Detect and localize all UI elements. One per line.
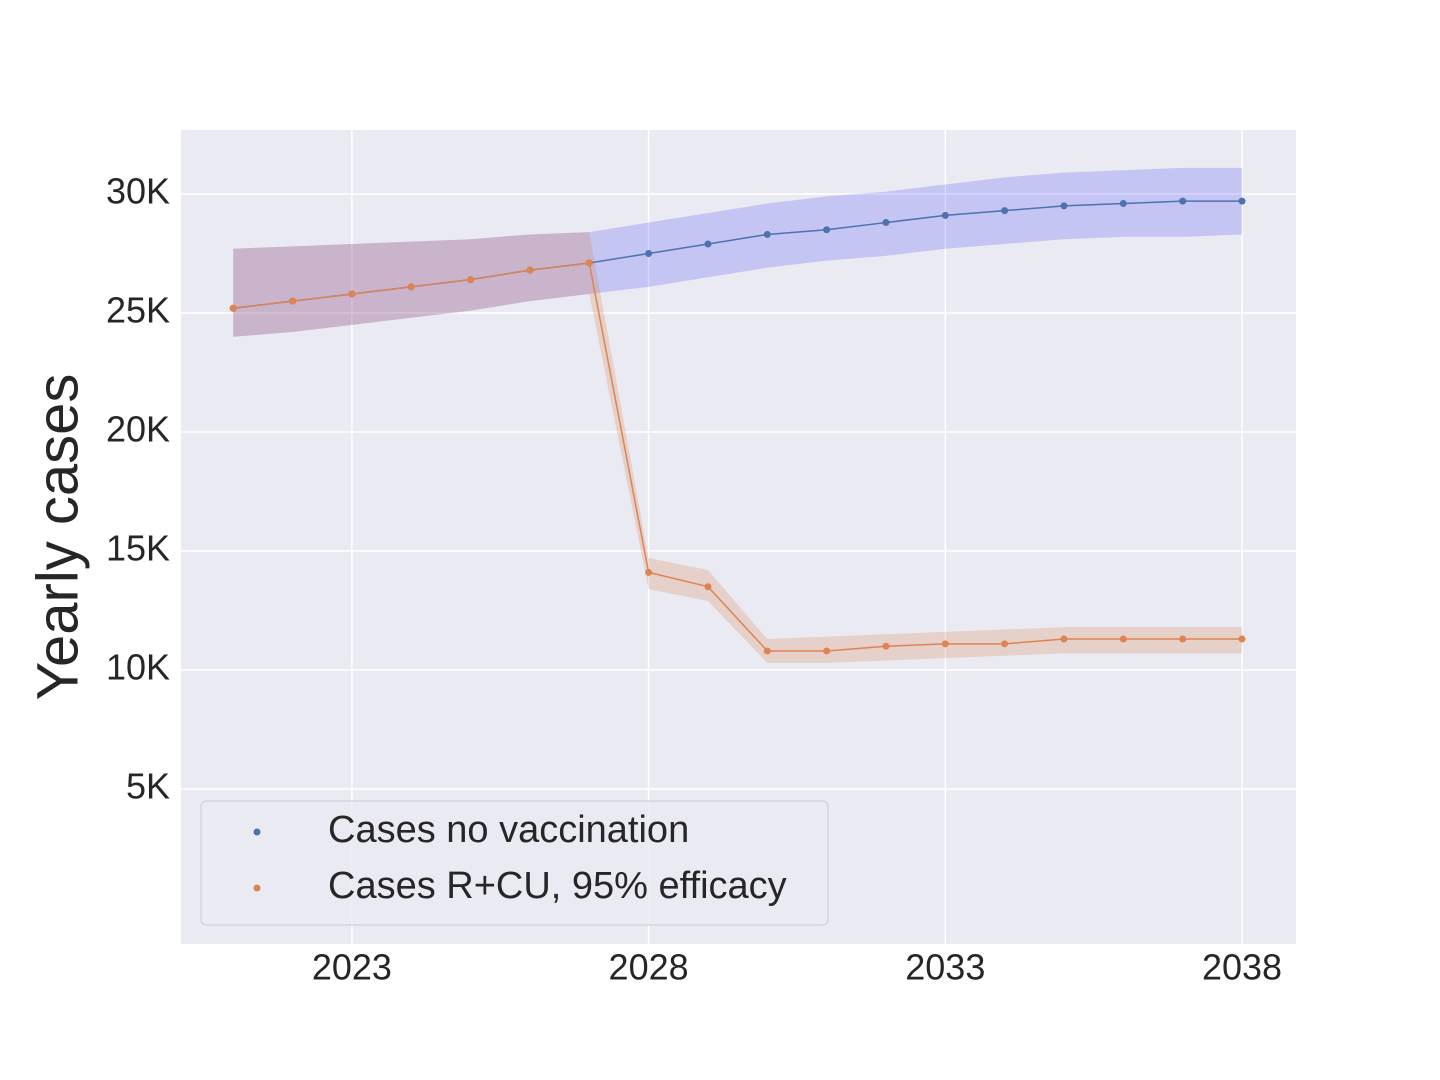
point [1060,202,1068,210]
confidence-band [233,167,1243,337]
legend: Cases no vaccination Cases R+CU, 95% effi… [200,800,829,926]
point [1238,197,1246,205]
point [1001,640,1009,648]
y-tick-label: 25K [106,290,170,331]
legend-marker [253,828,261,836]
legend-label: Cases no vaccination [328,809,689,851]
x-tick-label: 2038 [1202,947,1282,988]
point [1179,197,1187,205]
y-tick-label: 20K [106,409,170,450]
y-tick-label: 15K [106,528,170,569]
y-tick-label: 5K [126,766,170,807]
point [763,647,771,655]
point [526,266,534,274]
point [1119,635,1127,643]
point [348,290,356,298]
point [823,647,831,655]
point [1238,635,1246,643]
point [645,568,653,576]
point [229,304,237,312]
point [763,230,771,238]
y-axis-label: Yearly cases [25,374,90,701]
point [1001,207,1009,215]
point [941,640,949,648]
y-tick-label: 10K [106,647,170,688]
x-tick-label: 2023 [312,947,392,988]
x-tick-label: 2033 [905,947,985,988]
confidence-band [233,232,1243,663]
point [1119,200,1127,208]
point [704,240,712,248]
point [645,249,653,257]
point [407,283,415,291]
point [882,219,890,227]
x-tick-label: 2028 [609,947,689,988]
point [882,642,890,650]
line [233,262,1243,652]
y-tick-label: 30K [106,171,170,212]
legend-marker [253,884,261,892]
point [467,276,475,284]
point [289,297,297,305]
legend-box [200,800,829,926]
point [941,211,949,219]
point [704,583,712,591]
legend-label: Cases R+CU, 95% efficacy [328,865,787,907]
point [585,259,593,267]
point [823,226,831,234]
point [1060,635,1068,643]
point [1179,635,1187,643]
